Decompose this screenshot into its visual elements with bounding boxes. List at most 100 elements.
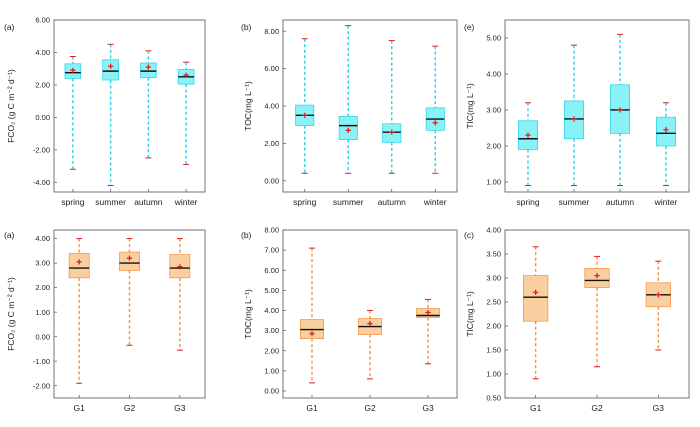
box-G1 (68, 238, 90, 384)
x-tick-label: autumn (606, 197, 635, 207)
mean-marker (617, 107, 623, 113)
box-G2 (119, 238, 140, 346)
box-G1 (300, 247, 324, 384)
panel-3: 1.00 2.00 3.00 4.00 5.00 (e) TIC(mg L⁻¹) spring… (464, 19, 690, 207)
x-tick-label: summer (95, 197, 126, 207)
box-autumn (609, 33, 631, 187)
x-tick-label: spring (516, 197, 539, 207)
x-tick-label: G1 (306, 403, 318, 413)
y-tick-label: 4.00 (35, 234, 50, 243)
mean-marker (76, 259, 82, 265)
x-tick-label: G3 (174, 403, 186, 413)
y-axis-label: TOC(mg L⁻¹) (243, 289, 253, 339)
y-tick-label: 1.00 (35, 308, 50, 317)
box-summer (563, 44, 585, 187)
panel-label: (b) (241, 230, 252, 240)
box-G3 (645, 260, 671, 351)
y-tick-label: 6.00 (35, 16, 50, 25)
x-tick-label: G3 (653, 403, 665, 413)
x-tick-label: G2 (364, 403, 376, 413)
x-tick-label: G1 (73, 403, 85, 413)
panel-1: -4.00 -2.00 0.00 2.00 4.00 6.00 (a) FCO₂ (g C m… (4, 16, 206, 207)
x-tick-label: summer (559, 197, 590, 207)
mean-marker (525, 132, 531, 138)
x-tick-label: spring (61, 197, 84, 207)
y-tick-label: 8.00 (264, 27, 279, 36)
x-tick-label: summer (333, 197, 364, 207)
y-tick-label: 4.00 (264, 102, 279, 111)
iqr-box (523, 275, 549, 322)
y-tick-label: 2.50 (486, 298, 501, 307)
y-tick-label: 2.00 (264, 346, 279, 355)
y-tick-label: 2.00 (486, 322, 501, 331)
plot-frame (504, 19, 690, 193)
y-tick-label: 5.00 (486, 34, 501, 43)
box-G3 (169, 238, 191, 351)
y-tick-label: 3.00 (486, 274, 501, 283)
box-winter (655, 102, 677, 187)
y-tick-label: -2.00 (33, 145, 50, 154)
panel-label: (a) (4, 22, 15, 32)
mean-marker (345, 127, 351, 133)
x-tick-label: G1 (530, 403, 542, 413)
iqr-box (102, 59, 119, 81)
y-tick-label: 1.50 (486, 346, 501, 355)
y-tick-label: 2.00 (486, 142, 501, 151)
y-tick-label: 0.00 (264, 387, 279, 396)
y-axis-label: TIC(mg L⁻¹) (465, 83, 475, 129)
y-axis-label: FCO₂ (g C m⁻² d⁻¹) (6, 277, 16, 351)
plot-frame (53, 19, 206, 193)
mean-marker (302, 112, 308, 118)
y-tick-label: 1.00 (264, 366, 279, 375)
mean-marker (663, 127, 669, 133)
box-autumn (382, 40, 402, 174)
box-spring (517, 102, 539, 187)
y-tick-label: 2.00 (35, 283, 50, 292)
box-spring (64, 56, 82, 170)
mean-marker (594, 273, 600, 279)
y-tick-label: -2.00 (33, 381, 50, 390)
y-axis-label: TOC(mg L⁻¹) (243, 81, 253, 131)
mean-marker (70, 67, 76, 73)
mean-marker (126, 255, 133, 261)
y-tick-label: 3.50 (486, 250, 501, 259)
box-winter (425, 45, 445, 174)
mean-marker (432, 120, 438, 126)
panel-6: 0.50 1.00 1.50 2.00 2.50 3.00 3.50 4.00 (c) TIC(m… (464, 226, 690, 413)
y-tick-label: 4.00 (486, 70, 501, 79)
y-tick-label: 0.00 (264, 176, 279, 185)
box-summer (338, 25, 358, 174)
y-tick-label: 5.00 (264, 286, 279, 295)
y-tick-label: 3.00 (486, 106, 501, 115)
x-tick-label: G3 (422, 403, 434, 413)
box-winter (177, 61, 195, 165)
box-autumn (140, 50, 157, 159)
y-tick-label: 2.00 (35, 81, 50, 90)
y-tick-label: 8.00 (264, 226, 279, 235)
y-tick-label: 6.00 (264, 64, 279, 73)
box-G1 (523, 246, 549, 380)
mean-marker (533, 289, 539, 295)
x-tick-label: G2 (591, 403, 603, 413)
panel-2: 0.00 2.00 4.00 6.00 8.00 (b) TOC(mg L⁻¹) spring… (241, 19, 458, 207)
y-tick-label: 0.50 (486, 394, 501, 403)
mean-marker (309, 331, 315, 337)
y-tick-label: -1.00 (33, 357, 50, 366)
x-tick-label: autumn (134, 197, 163, 207)
panel-4: -2.00 -1.00 0.00 1.00 2.00 3.00 4.00 (a) FCO₂ (g… (4, 229, 206, 413)
mean-marker (655, 292, 661, 298)
x-tick-label: winter (654, 197, 678, 207)
x-tick-label: spring (293, 197, 316, 207)
box-spring (295, 38, 315, 174)
y-tick-label: 3.00 (35, 259, 50, 268)
y-tick-label: 6.00 (264, 266, 279, 275)
panel-label: (c) (464, 230, 474, 240)
x-tick-label: autumn (378, 197, 407, 207)
panel-5: 0.00 1.00 2.00 3.00 4.00 5.00 6.00 7.00 8.00 (b) T… (241, 226, 458, 413)
y-tick-label: 1.00 (486, 178, 501, 187)
mean-marker (183, 72, 189, 78)
y-tick-label: 0.00 (35, 332, 50, 341)
mean-marker (108, 63, 114, 69)
x-tick-label: G2 (124, 403, 136, 413)
